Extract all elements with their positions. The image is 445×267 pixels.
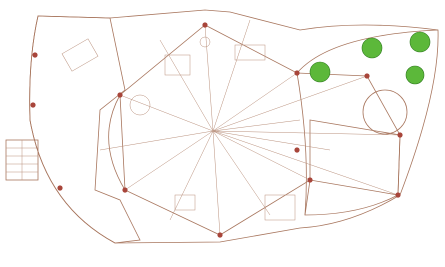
radial-line [213, 131, 310, 180]
column [122, 187, 127, 192]
tree [410, 32, 430, 52]
radial-line [125, 131, 213, 190]
furniture [235, 45, 265, 60]
furniture [165, 55, 190, 75]
furniture [175, 195, 195, 210]
garden-edge [297, 73, 306, 215]
radial-line [213, 131, 400, 135]
column [294, 70, 299, 75]
trees [310, 32, 430, 84]
column [397, 132, 402, 137]
radial-line [100, 131, 213, 150]
radial-line [213, 131, 330, 150]
radial-line [160, 40, 213, 131]
floor-plan [0, 0, 445, 267]
tree [362, 38, 382, 58]
column [364, 73, 369, 78]
page-body: (() => { JSON.parse(document.getElementB… [0, 0, 445, 267]
radial-line [213, 20, 250, 131]
stairs [6, 140, 38, 180]
fixture [130, 95, 150, 115]
fixture [200, 37, 210, 47]
column [395, 192, 400, 197]
column [217, 232, 222, 237]
inner-wall [120, 25, 400, 235]
radial-line [213, 120, 300, 131]
radial-line [213, 76, 367, 131]
deck [30, 16, 140, 243]
radial-line [170, 131, 213, 220]
radial-line [213, 131, 270, 215]
tree [310, 62, 330, 82]
tree [406, 66, 424, 84]
radial-line [213, 73, 297, 131]
column [294, 147, 299, 152]
column [117, 92, 122, 97]
column [30, 102, 35, 107]
radial-line [213, 131, 220, 235]
radial-line [205, 25, 213, 131]
furniture [62, 39, 98, 71]
page: Floor plan {} html, body { margin: 0; pa… [0, 0, 445, 267]
column [32, 52, 37, 57]
column [57, 185, 62, 190]
column [202, 22, 207, 27]
round-table [363, 90, 407, 134]
column [307, 177, 312, 182]
